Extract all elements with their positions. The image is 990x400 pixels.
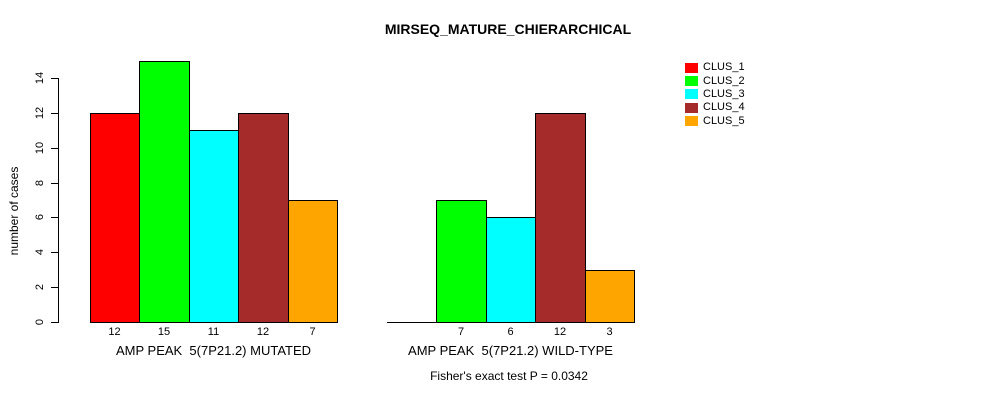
- y-axis-tick: [51, 183, 58, 184]
- bar-value-label: 12: [553, 326, 567, 338]
- group-label: AMP PEAK 5(7P21.2) WILD-TYPE: [408, 343, 613, 358]
- y-axis-tick: [51, 148, 58, 149]
- chart-title: MIRSEQ_MATURE_CHIERARCHICAL: [384, 21, 632, 37]
- y-axis-tick: [51, 322, 58, 323]
- bar-clus_1: [90, 113, 140, 323]
- bar-value-label: 15: [157, 326, 171, 338]
- bar-value-label: 12: [108, 326, 121, 338]
- legend-swatch-icon: [685, 76, 698, 87]
- legend-swatch-icon: [685, 89, 698, 100]
- bar-value-label: 11: [207, 326, 220, 338]
- legend-swatch-icon: [685, 102, 698, 113]
- bar-clus_4: [238, 113, 289, 323]
- bar-value-label: 7: [457, 326, 465, 338]
- legend-label: CLUS_3: [703, 87, 745, 100]
- legend-swatch-icon: [685, 62, 698, 73]
- bar-clus_5: [288, 200, 338, 323]
- legend-row: CLUS_1: [685, 61, 745, 74]
- group-label: AMP PEAK 5(7P21.2) MUTATED: [115, 343, 312, 358]
- y-axis-tick-label: 0: [34, 318, 46, 326]
- legend-label: CLUS_4: [703, 101, 745, 114]
- y-axis-tick-label: 10: [34, 141, 46, 155]
- legend-row: CLUS_2: [685, 74, 745, 87]
- bar-clus_4: [535, 113, 586, 323]
- bar-value-label: 3: [606, 326, 613, 338]
- legend-label: CLUS_1: [703, 61, 745, 74]
- y-axis-tick-label: 8: [34, 179, 46, 187]
- bar-zero-clus_1: [387, 322, 437, 323]
- bar-clus_2: [436, 200, 487, 323]
- y-axis-tick: [51, 252, 58, 253]
- bar-clus_2: [139, 61, 190, 323]
- bar-clus_3: [486, 217, 536, 323]
- legend-row: CLUS_3: [685, 88, 745, 101]
- bar-value-label: 12: [256, 326, 270, 338]
- legend: CLUS_1 CLUS_2 CLUS_3 CLUS_4 CLUS_5: [685, 61, 745, 128]
- y-axis-line: [58, 78, 59, 323]
- bar-clus_3: [189, 130, 239, 323]
- y-axis-tick-label: 2: [34, 283, 46, 291]
- y-axis-tick: [51, 113, 58, 114]
- bar-value-label: 6: [507, 326, 514, 338]
- y-axis-tick-label: 6: [34, 213, 46, 221]
- legend-row: CLUS_5: [685, 115, 745, 128]
- y-axis-tick-label: 12: [34, 106, 46, 120]
- legend-swatch-icon: [685, 116, 698, 127]
- bar-clus_5: [585, 270, 635, 323]
- fisher-test-note: Fisher's exact test P = 0.0342: [430, 369, 588, 383]
- y-axis-tick: [51, 78, 58, 79]
- legend-row: CLUS_4: [685, 101, 745, 114]
- y-axis-tick-label: 14: [34, 71, 46, 85]
- legend-label: CLUS_5: [703, 114, 745, 127]
- y-axis-label: number of cases: [7, 166, 21, 256]
- legend-label: CLUS_2: [703, 74, 745, 87]
- y-axis-tick: [51, 217, 58, 218]
- bar-value-label: 7: [309, 326, 316, 338]
- y-axis-tick-label: 4: [34, 248, 46, 256]
- y-axis-tick: [51, 287, 58, 288]
